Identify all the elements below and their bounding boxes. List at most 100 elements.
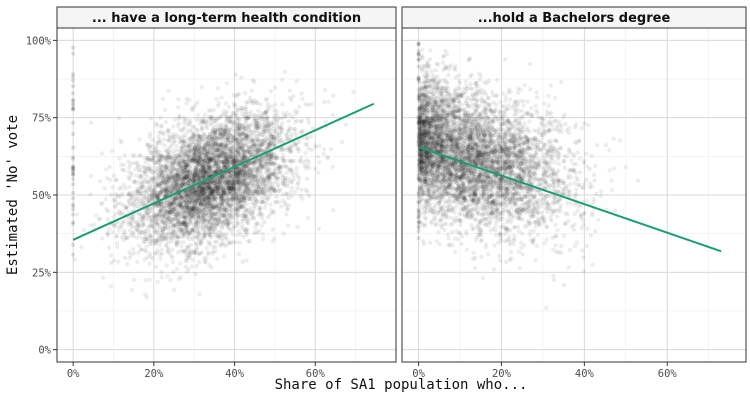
scatter-point bbox=[204, 167, 209, 173]
scatter-point bbox=[129, 215, 134, 221]
scatter-point bbox=[210, 192, 216, 197]
scatter-point bbox=[217, 174, 223, 180]
scatter-point bbox=[170, 178, 175, 184]
scatter-point bbox=[176, 215, 181, 220]
scatter-point bbox=[207, 172, 213, 177]
scatter-point bbox=[299, 187, 304, 192]
scatter-point bbox=[221, 163, 227, 169]
scatter-point bbox=[230, 155, 236, 161]
scatter-point bbox=[240, 171, 245, 176]
scatter-point bbox=[206, 165, 212, 171]
scatter-point bbox=[266, 177, 271, 182]
scatter-point bbox=[176, 224, 181, 230]
scatter-point bbox=[207, 121, 212, 127]
scatter-point bbox=[126, 222, 131, 227]
scatter-point bbox=[206, 227, 212, 232]
scatter-point bbox=[215, 192, 221, 197]
scatter-point bbox=[206, 163, 211, 169]
scatter-point bbox=[223, 125, 228, 130]
scatter-point bbox=[163, 181, 168, 186]
scatter-point bbox=[194, 216, 200, 221]
scatter-point bbox=[262, 220, 267, 225]
scatter-point bbox=[184, 202, 189, 207]
scatter-point bbox=[177, 127, 183, 132]
scatter-point bbox=[268, 138, 274, 144]
scatter-point bbox=[190, 129, 195, 135]
scatter-point bbox=[330, 208, 336, 213]
scatter-point bbox=[130, 194, 136, 199]
scatter-point bbox=[200, 175, 206, 180]
scatter-point bbox=[330, 112, 336, 118]
scatter-point bbox=[268, 202, 273, 207]
scatter-point bbox=[213, 244, 218, 250]
scatter-point bbox=[220, 140, 225, 145]
scatter-point bbox=[280, 111, 286, 116]
scatter-point bbox=[181, 175, 187, 180]
scatter-point bbox=[200, 236, 205, 241]
scatter-point bbox=[186, 202, 192, 207]
scatter-point bbox=[168, 201, 173, 207]
scatter-point bbox=[289, 97, 294, 103]
scatter-point bbox=[225, 175, 230, 180]
scatter-point bbox=[154, 123, 159, 128]
scatter-point bbox=[241, 172, 246, 177]
scatter-point bbox=[245, 186, 250, 191]
scatter-point bbox=[201, 204, 207, 210]
scatter-point bbox=[280, 192, 285, 197]
scatter-point bbox=[159, 172, 164, 177]
scatter-point bbox=[179, 206, 184, 211]
scatter-point bbox=[171, 222, 176, 227]
scatter-point bbox=[156, 153, 161, 159]
scatter-point bbox=[273, 102, 278, 108]
scatter-point bbox=[189, 209, 194, 215]
scatter-point bbox=[267, 175, 272, 181]
scatter-point bbox=[268, 140, 273, 146]
scatter-point bbox=[183, 189, 188, 194]
scatter-point bbox=[201, 187, 207, 192]
scatter-point bbox=[181, 214, 186, 219]
scatter-point bbox=[213, 128, 218, 133]
scatter-point bbox=[258, 190, 263, 195]
scatter-point bbox=[234, 195, 240, 200]
scatter-point bbox=[239, 105, 244, 111]
scatter-point bbox=[228, 154, 234, 160]
scatter-point bbox=[185, 159, 190, 164]
scatter-point bbox=[251, 174, 256, 180]
scatter-point bbox=[265, 115, 270, 121]
scatter-point bbox=[213, 167, 218, 172]
scatter-point bbox=[183, 162, 189, 168]
scatter-point bbox=[229, 151, 234, 156]
scatter-point bbox=[268, 124, 274, 130]
scatter-point bbox=[182, 248, 187, 253]
scatter-point bbox=[192, 190, 198, 195]
scatter-point bbox=[209, 154, 214, 159]
scatter-point bbox=[179, 182, 185, 187]
scatter-point bbox=[204, 169, 209, 174]
scatter-point bbox=[306, 193, 312, 199]
scatter-point bbox=[197, 251, 202, 257]
scatter-point bbox=[191, 187, 197, 193]
scatter-point bbox=[276, 200, 282, 205]
scatter-point bbox=[173, 177, 178, 183]
scatter-point bbox=[198, 201, 203, 207]
scatter-point bbox=[218, 242, 224, 247]
scatter-point bbox=[206, 199, 211, 204]
scatter-point bbox=[176, 134, 181, 140]
scatter-point bbox=[184, 216, 189, 221]
scatter-point bbox=[155, 183, 160, 188]
scatter-point bbox=[272, 172, 277, 178]
scatter-point bbox=[154, 172, 160, 177]
scatter-point bbox=[176, 221, 181, 226]
scatter-point bbox=[111, 214, 117, 220]
scatter-point bbox=[214, 118, 219, 124]
scatter-point bbox=[159, 234, 165, 239]
scatter-point bbox=[182, 148, 187, 154]
scatter-point bbox=[163, 216, 169, 221]
scatter-point bbox=[196, 138, 202, 143]
scatter-point bbox=[231, 186, 237, 191]
scatter-point bbox=[187, 199, 192, 204]
scatter-point bbox=[155, 190, 160, 195]
scatter-point bbox=[143, 160, 149, 165]
scatter-point bbox=[158, 115, 163, 121]
scatter-point bbox=[255, 166, 260, 172]
